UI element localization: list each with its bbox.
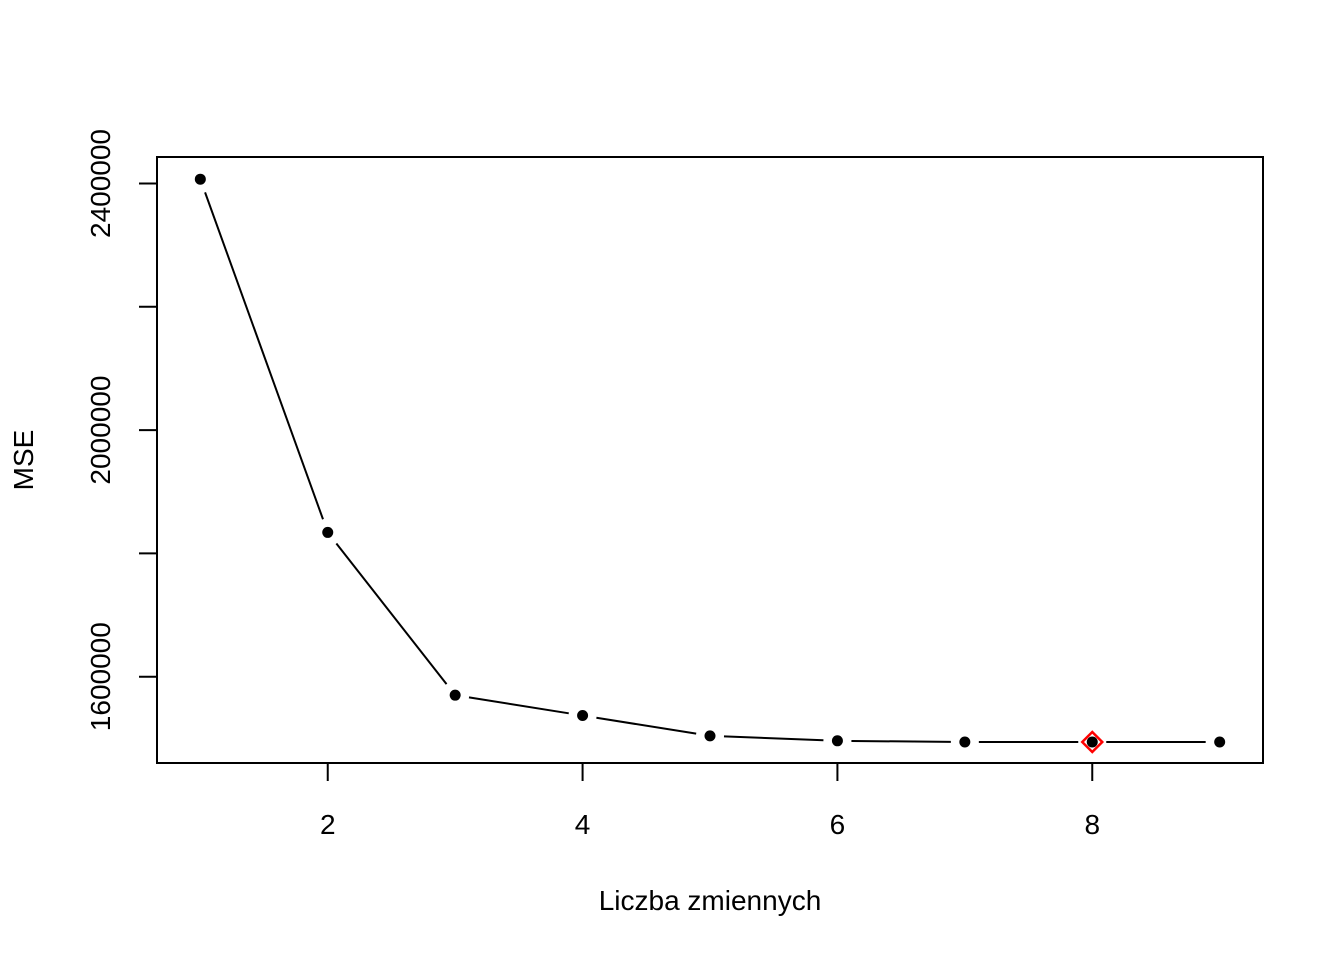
y-tick-label: 2000000 [85, 376, 116, 485]
data-point [449, 689, 461, 701]
series-line-segment [204, 192, 324, 520]
data-point [959, 736, 971, 748]
data-point [322, 526, 334, 538]
data-point [1214, 736, 1226, 748]
data-point [194, 173, 206, 185]
x-axis-label: Liczba zmiennych [599, 885, 822, 916]
plot-frame [156, 156, 1264, 764]
x-tick-label: 6 [830, 809, 846, 840]
series-line-segment [851, 739, 951, 743]
data-point [831, 735, 843, 747]
data-point [1086, 736, 1098, 748]
data-point [577, 710, 589, 722]
x-tick-label: 4 [575, 809, 591, 840]
x-tick-label: 8 [1084, 809, 1100, 840]
series-line-segment [468, 696, 569, 715]
x-tick-label: 2 [320, 809, 336, 840]
y-tick-label: 1600000 [85, 622, 116, 731]
series-line-segment [723, 735, 824, 742]
y-axis-label: MSE [8, 430, 39, 491]
data-point [704, 730, 716, 742]
series-line-segment [335, 542, 448, 685]
highlight-marker [1080, 730, 1105, 754]
series-line-segment [596, 716, 697, 735]
y-tick-label: 2400000 [85, 129, 116, 238]
